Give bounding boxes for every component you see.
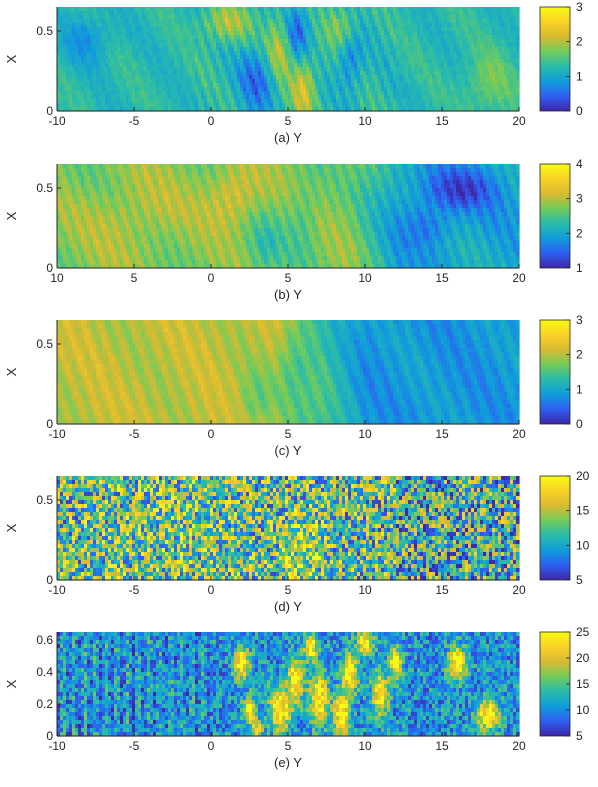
y-axis-label: X: [4, 367, 19, 376]
y-tick-label: 0.5: [36, 493, 53, 507]
y-tick-label: 0: [46, 104, 53, 118]
x-tick-label: -5: [129, 583, 140, 597]
colorbar-tick-label: 1: [576, 69, 583, 83]
panel-e: -10 -5 0 5 10 15 20 0 0.2 0.4 0.6 X (e) Y 5 10 15 20 25: [4, 625, 590, 770]
x-tick-label: 15: [435, 114, 449, 128]
colorbar-tick-label: 1: [576, 382, 583, 396]
colorbar-tick-label: 10: [576, 703, 590, 717]
colorbar: [539, 631, 571, 737]
x-tick-label: 15: [435, 271, 449, 285]
colorbar-tick-label: 4: [576, 157, 583, 171]
x-tick-label: 20: [512, 427, 526, 441]
heatmap-field: [57, 476, 520, 581]
panel-caption: (b) Y: [274, 287, 302, 302]
colorbar-tick-label: 3: [576, 0, 583, 14]
x-tick-label: -5: [129, 427, 140, 441]
y-tick-label: 0.5: [36, 337, 53, 351]
colorbar-tick-label: 2: [576, 348, 583, 362]
x-tick-label: 10: [358, 271, 372, 285]
y-tick-label: 0: [46, 261, 53, 275]
y-tick-label: 0.5: [36, 24, 53, 38]
y-axis-label: X: [4, 679, 19, 688]
x-tick-label: 15: [435, 427, 449, 441]
colorbar-tick-label: 3: [576, 313, 583, 327]
colorbar-tick-label: 0: [576, 104, 583, 118]
y-axis-label: X: [4, 54, 19, 63]
panel-c: -10 -5 0 5 10 15 20 0 0.5 X (c) Y 0 1 2 3: [4, 313, 583, 458]
colorbar: [539, 6, 571, 112]
x-tick-label: -10: [48, 739, 66, 753]
x-tick-label: 20: [512, 583, 526, 597]
x-tick-label: 5: [285, 427, 292, 441]
x-tick-label: 5: [131, 271, 138, 285]
colorbar-tick-label: 5: [576, 729, 583, 743]
x-tick-label: 10: [358, 427, 372, 441]
colorbar-tick-label: 20: [576, 469, 590, 483]
colorbar-tick-label: 1: [576, 261, 583, 275]
x-tick-label: 5: [285, 114, 292, 128]
x-tick-label: -5: [129, 739, 140, 753]
x-tick-label: 0: [208, 427, 215, 441]
colorbar: [539, 319, 571, 425]
colorbar: [539, 475, 571, 581]
x-tick-label: 10: [358, 583, 372, 597]
y-tick-label: 0: [46, 573, 53, 587]
x-tick-label: 15: [435, 739, 449, 753]
colorbar-tick-label: 2: [576, 226, 583, 240]
y-tick-label: 0: [46, 729, 53, 743]
x-tick-label: 5: [285, 583, 292, 597]
panel-caption: (a) Y: [274, 130, 302, 145]
y-tick-label: 0.2: [36, 697, 53, 711]
heatmap-field: [57, 7, 520, 112]
x-tick-label: 0: [208, 583, 215, 597]
panel-d: -10 -5 0 5 10 15 20 0 0.5 X (d) Y 5 10 15 20: [4, 469, 590, 614]
x-tick-label: 15: [435, 583, 449, 597]
x-tick-label: 0: [208, 739, 215, 753]
panel-b: 10 5 0 5 10 15 20 0 0.5 X (b) Y 1 2 3 4: [4, 157, 583, 302]
x-tick-label: 0: [208, 271, 215, 285]
colorbar-tick-label: 25: [576, 625, 590, 639]
panel-a: -10 -5 0 5 10 15 20 0 0.5 X (a) Y 0 1 2 3: [4, 0, 583, 145]
y-axis-label: X: [4, 523, 19, 532]
heatmap-field: [57, 320, 520, 425]
colorbar-tick-label: 5: [576, 573, 583, 587]
x-tick-label: 20: [512, 114, 526, 128]
colorbar-tick-label: 15: [576, 504, 590, 518]
x-tick-label: -5: [129, 114, 140, 128]
y-axis-label: X: [4, 211, 19, 220]
x-tick-label: 10: [50, 271, 64, 285]
y-tick-label: 0: [46, 417, 53, 431]
colorbar: [539, 163, 571, 269]
y-tick-label: 0.4: [36, 665, 53, 679]
x-tick-label: 20: [512, 271, 526, 285]
panel-caption: (d) Y: [274, 599, 302, 614]
colorbar-tick-label: 2: [576, 35, 583, 49]
y-tick-label: 0.5: [36, 181, 53, 195]
x-tick-label: 0: [208, 114, 215, 128]
colorbar-tick-label: 20: [576, 651, 590, 665]
colorbar-tick-label: 15: [576, 677, 590, 691]
x-tick-label: 5: [285, 739, 292, 753]
x-tick-label: 20: [512, 739, 526, 753]
colorbar-tick-label: 0: [576, 417, 583, 431]
x-tick-label: -10: [48, 427, 66, 441]
x-tick-label: 10: [358, 114, 372, 128]
heatmap-field: [57, 632, 520, 737]
panel-caption: (c) Y: [274, 443, 302, 458]
x-tick-label: 10: [358, 739, 372, 753]
x-tick-label: 5: [285, 271, 292, 285]
y-tick-label: 0.6: [36, 633, 53, 647]
x-tick-label: -10: [48, 114, 66, 128]
panel-caption: (e) Y: [274, 755, 302, 770]
colorbar-tick-label: 10: [576, 538, 590, 552]
colorbar-tick-label: 3: [576, 192, 583, 206]
x-tick-label: -10: [48, 583, 66, 597]
heatmap-field: [57, 164, 520, 269]
